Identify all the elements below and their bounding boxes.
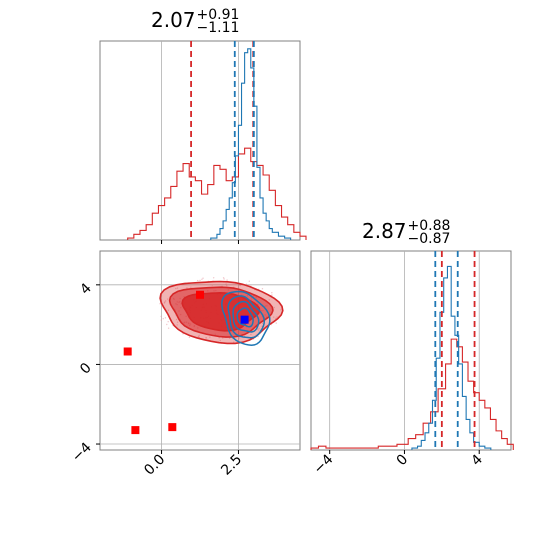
scatter-sample-point (257, 329, 260, 331)
hist-y-red-series (310, 338, 514, 450)
scatter-sample-point (166, 323, 168, 326)
scatter-sample-point (280, 309, 282, 311)
scatter-sample-point (223, 278, 225, 280)
scatter-sample-point (176, 324, 178, 326)
scatter-sample-point (228, 337, 231, 340)
scatter-blue-marker (240, 315, 249, 324)
scatter-red-marker (123, 347, 132, 356)
scatter-red-marker (196, 290, 204, 299)
scatter-y-tick-label: −4 (69, 439, 95, 465)
title-hist-x-plus: +0.91 (196, 6, 240, 23)
scatter-sample-point (167, 321, 169, 323)
hist-x-red-series (127, 147, 307, 240)
scatter-sample-point (257, 335, 259, 338)
scatter-sample-point (198, 334, 200, 337)
scatter-x-tick-label: 2.5 (218, 452, 245, 479)
scatter-sample-point (188, 336, 191, 339)
scatter-x-tick-label: 0.0 (141, 452, 168, 479)
hist-y-x-tick-label: −4 (311, 451, 337, 477)
hist-x-frame (99, 40, 301, 241)
scatter-blue-contour (232, 300, 260, 333)
scatter-sample-point (248, 280, 251, 282)
scatter-blue-contour (221, 290, 271, 346)
hist-y-frame (310, 250, 512, 451)
scatter-sample-point (276, 316, 278, 318)
hist-y-x-tick-label: 0 (394, 452, 412, 470)
scatter-sample-point (164, 317, 167, 319)
scatter-sample-point (162, 317, 164, 320)
scatter-sample-point (201, 278, 203, 280)
scatter-sample-point (238, 337, 241, 339)
scatter-sample-point (167, 309, 170, 311)
scatter-sample-point (176, 287, 179, 289)
scatter-sample-point (222, 277, 225, 279)
scatter-sample-point (164, 300, 167, 302)
title-hist-y-plus: +0.88 (407, 217, 451, 234)
scatter-sample-point (205, 337, 207, 339)
scatter-blue-contour (227, 295, 266, 339)
scatter-sample-point (190, 286, 192, 288)
scatter-sample-point (275, 322, 277, 324)
scatter-sample-point (186, 287, 188, 289)
scatter-sample-point (175, 287, 177, 290)
scatter-sample-point (211, 284, 213, 286)
scatter-red-marker (168, 423, 177, 432)
scatter-sample-point (197, 279, 199, 282)
scatter-sample-point (268, 299, 270, 301)
scatter-sample-point (160, 315, 162, 318)
scatter-sample-point (250, 333, 252, 336)
scatter-sample-point (232, 341, 235, 343)
scatter-y-tick-label: 4 (77, 280, 95, 298)
title-hist-x-value: 2.07 (151, 8, 196, 32)
scatter-sample-point (209, 336, 211, 338)
scatter-frame (99, 250, 301, 451)
scatter-sample-point (212, 277, 215, 279)
hist-y-blue-series (411, 265, 492, 450)
title-hist-y: 2.87 +0.88 −0.87 (362, 219, 450, 246)
hist-x-blue-series (210, 48, 292, 240)
scatter-sample-point (159, 303, 161, 305)
scatter-y-tick-label: 0 (77, 360, 95, 378)
scatter-sample-point (202, 277, 204, 279)
scatter-sample-point (176, 321, 179, 323)
hist-y-x-tick-label: 4 (468, 451, 486, 469)
scatter-sample-point (225, 283, 227, 285)
scatter-sample-point (226, 279, 228, 281)
scatter-sample-point (271, 292, 273, 294)
title-hist-x: 2.07 +0.91 −1.11 (151, 8, 239, 35)
scatter-sample-point (197, 335, 200, 338)
scatter-sample-point (175, 318, 178, 321)
scatter-sample-point (261, 288, 264, 290)
scatter-sample-point (167, 298, 169, 300)
scatter-sample-point (275, 317, 277, 320)
scatter-sample-point (163, 302, 166, 304)
scatter-sample-point (199, 279, 201, 282)
scatter-sample-point (273, 306, 275, 309)
scatter-sample-point (167, 327, 170, 329)
scatter-sample-point (258, 327, 260, 329)
scatter-sample-point (160, 319, 162, 321)
scatter-blue-contour (236, 307, 254, 328)
scatter-sample-point (219, 339, 221, 342)
title-hist-y-minus: −0.87 (407, 230, 451, 247)
scatter-sample-point (218, 337, 220, 339)
scatter-sample-point (261, 322, 264, 325)
scatter-sample-point (273, 316, 275, 318)
scatter-sample-point (239, 284, 241, 287)
scatter-sample-point (226, 284, 228, 287)
scatter-red-marker (131, 426, 140, 435)
title-hist-y-value: 2.87 (362, 219, 407, 243)
title-hist-x-minus: −1.11 (196, 19, 240, 36)
